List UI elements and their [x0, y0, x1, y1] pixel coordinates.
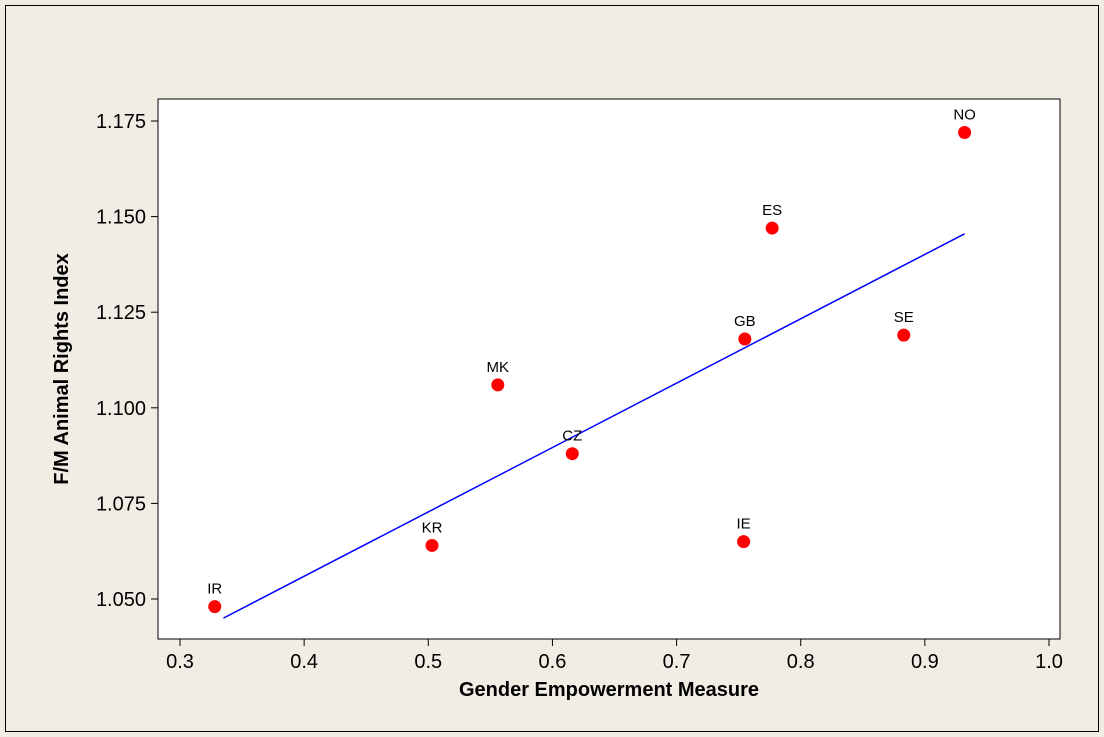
data-point — [491, 378, 505, 392]
regression-line — [223, 233, 965, 619]
data-point-label: IE — [737, 516, 751, 533]
data-point-label: IR — [207, 581, 222, 598]
data-point — [897, 328, 911, 342]
data-point-label: ES — [762, 202, 782, 219]
y-tick-label: 1.050 — [96, 589, 146, 611]
data-point-label: NO — [953, 106, 976, 123]
data-point-label: GB — [734, 313, 756, 330]
scatter-chart: 0.3 0.4 0.5 0.6 0.7 0.8 0.9 1.0 1.050 1.075 1.100… — [51, 98, 1063, 701]
data-point-label: CZ — [562, 428, 582, 445]
data-point — [737, 535, 751, 549]
data-point — [425, 538, 439, 552]
data-point-label: SE — [894, 309, 914, 326]
y-tick-label: 1.175 — [96, 111, 146, 133]
y-tick-label: 1.100 — [96, 398, 146, 420]
data-point — [958, 125, 972, 139]
x-tick-label: 0.5 — [414, 651, 442, 673]
data-point — [765, 221, 779, 235]
y-axis-title: F/M Animal Rights Index — [51, 253, 73, 485]
data-point — [738, 332, 752, 346]
y-tick-label: 1.150 — [96, 207, 146, 229]
x-tick-label: 0.6 — [539, 651, 567, 673]
x-tick-label: 0.9 — [911, 651, 939, 673]
data-point-label: MK — [487, 359, 510, 376]
y-tick-label: 1.125 — [96, 302, 146, 324]
y-tick-label: 1.075 — [96, 493, 146, 515]
data-point-label: KR — [422, 519, 443, 536]
x-tick-label: 0.8 — [787, 651, 815, 673]
x-tick-label: 0.7 — [663, 651, 691, 673]
data-point — [565, 447, 579, 461]
regression-line-layer — [223, 233, 965, 619]
x-axis-title: Gender Empowerment Measure — [459, 679, 759, 701]
chart-frame: 0.3 0.4 0.5 0.6 0.7 0.8 0.9 1.0 1.050 1.075 1.100… — [5, 5, 1099, 732]
data-points-layer: IR KR MK CZ IE GB ES SE NO — [207, 106, 976, 614]
plot-area — [157, 98, 1061, 640]
x-axis: 0.3 0.4 0.5 0.6 0.7 0.8 0.9 1.0 — [166, 639, 1063, 673]
data-point — [208, 600, 222, 614]
x-tick-label: 0.4 — [290, 651, 318, 673]
x-tick-label: 0.3 — [166, 651, 194, 673]
y-axis: 1.050 1.075 1.100 1.125 1.150 1.175 — [96, 111, 158, 611]
x-tick-label: 1.0 — [1035, 651, 1063, 673]
